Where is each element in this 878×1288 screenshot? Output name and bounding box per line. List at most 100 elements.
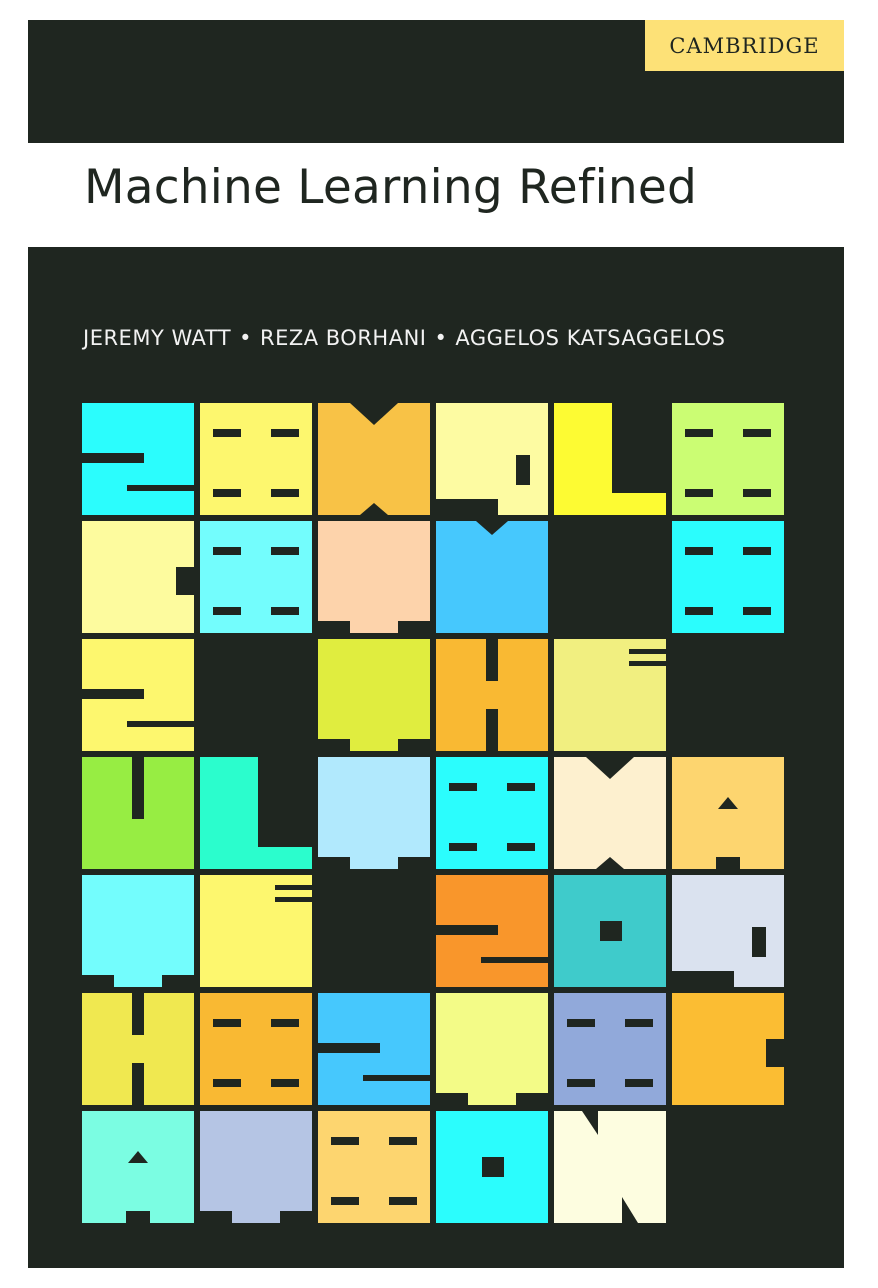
letter-tile (436, 993, 548, 1105)
tile-cutout (275, 897, 312, 902)
tile-face (82, 1111, 194, 1223)
author-line: JEREMY WATT • REZA BORHANI • AGGELOS KATSAGG… (83, 326, 823, 350)
tile-cutout (516, 1093, 548, 1105)
tile-face (436, 403, 548, 515)
letter-tile (82, 993, 194, 1105)
tile-cutout (743, 489, 771, 497)
letter-tile (82, 875, 194, 987)
tile-cutout (271, 429, 299, 437)
tile-cutout (398, 621, 430, 633)
tile-face (200, 1111, 312, 1223)
tile-cutout (275, 885, 312, 890)
tile-cutout (176, 567, 194, 595)
tile-cutout (162, 975, 194, 987)
tile-cutout (586, 757, 634, 779)
tile-cutout (685, 607, 713, 615)
letter-tile (318, 757, 430, 869)
author-name: JEREMY WATT (83, 326, 232, 350)
letter-tile (200, 521, 312, 633)
letter-tile (200, 993, 312, 1105)
letter-tile (672, 875, 784, 987)
tile-cutout (200, 1211, 232, 1223)
tile-cutout (128, 1151, 148, 1163)
tile-cutout (600, 921, 622, 941)
letter-tile (82, 521, 194, 633)
author-separator: • (434, 326, 448, 350)
tile-cutout (126, 1211, 150, 1223)
tile-cutout (436, 499, 498, 515)
tile-cutout (752, 927, 766, 957)
tile-cutout (318, 739, 350, 751)
letter-tile (554, 1111, 666, 1223)
tile-cutout (271, 1079, 299, 1087)
tile-cutout (132, 993, 144, 1035)
tile-face (554, 1111, 666, 1223)
tile-cutout (482, 1157, 504, 1177)
tile-cutout (82, 975, 114, 987)
tile-face (672, 875, 784, 987)
letter-tile (200, 875, 312, 987)
tile-cutout (567, 1019, 595, 1027)
tile-cutout (625, 1079, 653, 1087)
letter-tile (318, 993, 430, 1105)
tile-cutout (331, 1197, 359, 1205)
letter-tile (200, 757, 312, 869)
tile-cutout (213, 489, 241, 497)
tile-cutout (685, 429, 713, 437)
tile-face (436, 757, 548, 869)
tile-face (82, 875, 194, 987)
tile-cutout (582, 1111, 598, 1135)
tile-face (200, 521, 312, 633)
tile-face (200, 875, 312, 987)
tile-cutout (476, 521, 508, 535)
tile-cutout (743, 607, 771, 615)
tile-cutout (271, 547, 299, 555)
tile-cutout (629, 649, 666, 654)
tile-face (672, 521, 784, 633)
tile-face (318, 757, 430, 869)
letter-tile (200, 1111, 312, 1223)
tile-face (554, 993, 666, 1105)
tile-cutout (622, 1197, 638, 1223)
tile-face (436, 521, 548, 633)
tile-cutout (213, 429, 241, 437)
letter-tile (82, 639, 194, 751)
tile-face (318, 1111, 430, 1223)
tile-cutout (516, 455, 530, 485)
tile-face (672, 757, 784, 869)
tile-cutout (436, 925, 498, 935)
tile-cutout (213, 547, 241, 555)
letter-tile (436, 757, 548, 869)
letter-tile (672, 757, 784, 869)
letter-tile (318, 1111, 430, 1223)
tile-cutout (213, 1019, 241, 1027)
tile-cutout (596, 857, 624, 869)
letter-tile (672, 403, 784, 515)
letter-tile (554, 757, 666, 869)
letter-tile (672, 521, 784, 633)
tile-cutout (612, 403, 666, 493)
tile-cutout (507, 843, 535, 851)
letter-tile (82, 757, 194, 869)
tile-cutout (743, 429, 771, 437)
tile-cutout (213, 607, 241, 615)
tile-cutout (672, 971, 734, 987)
tile-face (672, 993, 784, 1105)
title-area (28, 143, 844, 247)
tile-cutout (271, 1019, 299, 1027)
letter-tile (318, 521, 430, 633)
tile-cutout (398, 739, 430, 751)
tile-face (436, 993, 548, 1105)
tile-cutout (271, 607, 299, 615)
tile-cutout (766, 1039, 784, 1067)
author-name: AGGELOS KATSAGGELOS (455, 326, 726, 350)
tile-cutout (213, 1079, 241, 1087)
tile-cutout (258, 757, 312, 847)
letter-tile (554, 639, 666, 751)
letter-tile (554, 993, 666, 1105)
publisher-badge: CAMBRIDGE (645, 20, 844, 71)
tile-cutout (685, 547, 713, 555)
tile-cutout (318, 857, 350, 869)
tile-cutout (360, 503, 388, 515)
tile-face (82, 521, 194, 633)
